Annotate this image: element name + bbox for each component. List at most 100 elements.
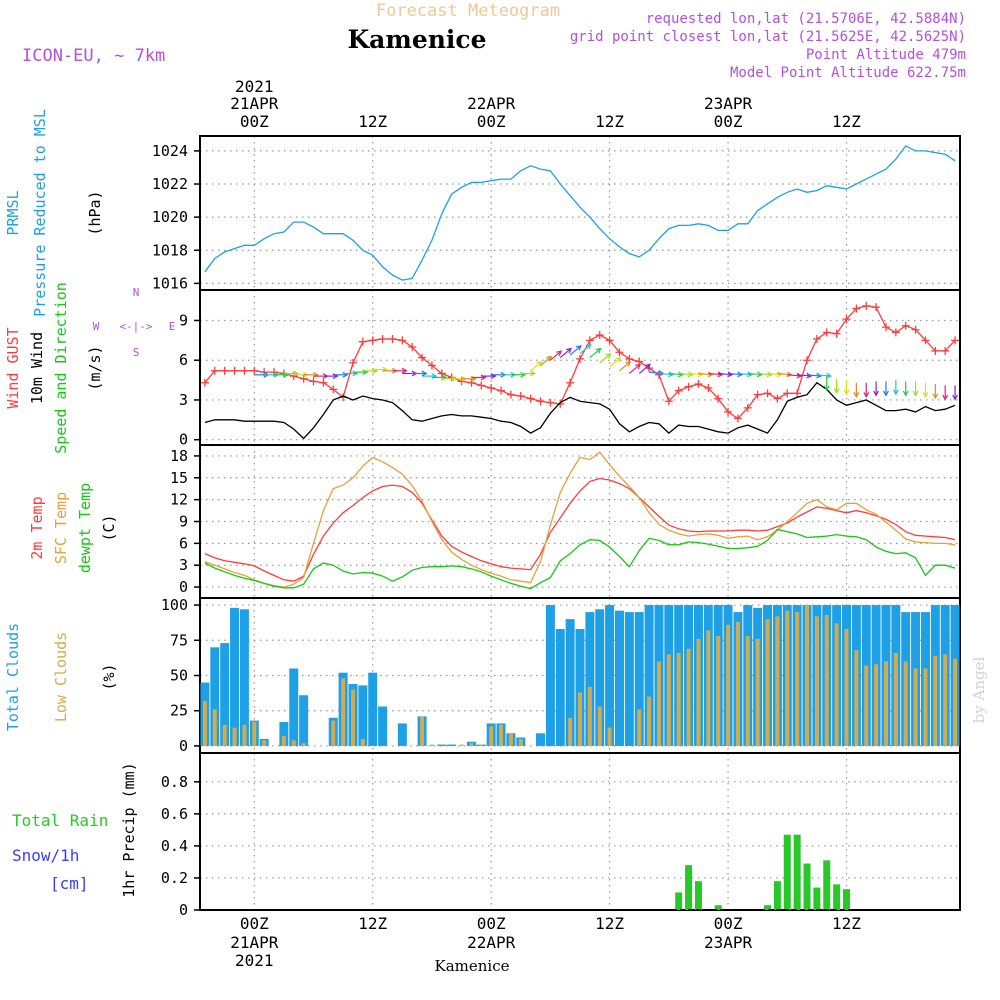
footer-station: Kamenice bbox=[435, 957, 510, 975]
low-cloud-bar bbox=[331, 720, 336, 746]
rain-bar bbox=[793, 834, 801, 910]
top-hour: 00Z bbox=[477, 112, 506, 131]
low-cloud-bar bbox=[735, 621, 740, 746]
wind-arrow bbox=[708, 372, 723, 376]
total-cloud-bar bbox=[585, 612, 595, 746]
wind-arrow-head bbox=[737, 371, 744, 378]
low-cloud-bar bbox=[232, 727, 237, 746]
bottom-hour: 12Z bbox=[358, 914, 387, 933]
model-point-altitude: Model Point Altitude 622.75m bbox=[730, 65, 966, 81]
wind-arrow-head bbox=[575, 345, 582, 351]
gust-marker bbox=[793, 389, 802, 398]
wind-arrow-head bbox=[530, 370, 537, 377]
ytick-label: 100 bbox=[161, 596, 188, 614]
total-cloud-bar bbox=[397, 723, 407, 746]
wind-arrow-head bbox=[556, 350, 563, 357]
compass-letter: S bbox=[133, 346, 140, 359]
wind-arrow-head bbox=[595, 347, 602, 354]
wind-arrow bbox=[688, 372, 703, 376]
panel-wind: 0 3 6 9 bbox=[179, 289, 961, 449]
total-cloud-bar bbox=[614, 610, 624, 746]
wind-arrow-head bbox=[922, 392, 929, 398]
low-cloud-bar bbox=[597, 706, 602, 746]
gust-marker bbox=[714, 394, 723, 403]
gust-marker bbox=[684, 382, 693, 391]
low-cloud-bar bbox=[923, 668, 928, 746]
gust-marker bbox=[704, 384, 713, 393]
low-cloud-bar bbox=[587, 686, 592, 746]
gust-marker bbox=[743, 403, 752, 412]
axis-side-label: Speed and Direction bbox=[52, 282, 70, 454]
ytick-label: 12 bbox=[170, 491, 188, 509]
station-title: Kamenice bbox=[347, 25, 486, 54]
panel-frame bbox=[199, 135, 961, 291]
total-cloud-bar bbox=[279, 722, 289, 746]
rain-bar bbox=[764, 905, 772, 910]
gust-marker bbox=[477, 381, 486, 390]
gust-marker bbox=[763, 389, 772, 398]
wind-arrow-head bbox=[546, 355, 553, 362]
wind-arrow bbox=[658, 372, 673, 376]
ytick-label: 50 bbox=[170, 667, 188, 685]
ytick-label: 6 bbox=[179, 534, 188, 552]
watermark: by Angel bbox=[970, 656, 988, 723]
wind-arrow bbox=[678, 372, 693, 376]
low-cloud-bar bbox=[953, 658, 958, 746]
rain-bar bbox=[714, 905, 722, 910]
ytick-label: 1018 bbox=[152, 241, 188, 259]
bottom-date: 21APR bbox=[230, 933, 279, 952]
series-dewpt-temp bbox=[204, 528, 956, 590]
low-cloud-bar bbox=[420, 716, 425, 746]
low-cloud-bar bbox=[360, 738, 365, 746]
precip-axis-label: 1hr Precip (mm) bbox=[120, 762, 138, 897]
total-cloud-bar bbox=[289, 668, 299, 746]
gust-marker bbox=[783, 389, 792, 398]
point-altitude: Point Altitude 479m bbox=[806, 47, 966, 63]
low-cloud-bar bbox=[262, 740, 267, 746]
gust-marker bbox=[664, 397, 673, 406]
low-cloud-bar bbox=[696, 638, 701, 746]
ytick-label: 1020 bbox=[152, 208, 188, 226]
wind-arrow-head bbox=[747, 371, 754, 378]
top-hour: 12Z bbox=[358, 112, 387, 131]
low-cloud-bar bbox=[479, 744, 484, 746]
rain-bar bbox=[694, 881, 702, 910]
panel-frame bbox=[199, 289, 961, 446]
axis-side-label: SFC Temp bbox=[52, 492, 70, 564]
total-cloud-bar bbox=[536, 733, 546, 746]
low-cloud-bar bbox=[508, 733, 513, 746]
total-cloud-bar bbox=[555, 629, 565, 746]
ytick-label: 3 bbox=[179, 556, 188, 574]
gust-marker bbox=[812, 335, 821, 344]
gust-marker bbox=[852, 304, 861, 313]
low-cloud-bar bbox=[686, 648, 691, 746]
low-cloud-bar bbox=[933, 655, 938, 746]
gust-marker bbox=[487, 384, 496, 393]
gust-marker bbox=[862, 301, 871, 310]
gust-marker bbox=[437, 369, 446, 378]
low-cloud-bar bbox=[824, 614, 829, 746]
bottom-date: 22APR bbox=[467, 933, 516, 952]
gust-marker bbox=[822, 328, 831, 337]
ytick-label: 1022 bbox=[152, 175, 188, 193]
gust-marker bbox=[576, 354, 584, 363]
bottom-hour: 00Z bbox=[240, 914, 269, 933]
compass-arrows: <-|-> bbox=[119, 320, 152, 333]
low-cloud-bar bbox=[676, 652, 681, 746]
total-cloud-bar bbox=[575, 629, 585, 746]
gust-marker bbox=[526, 394, 535, 403]
low-cloud-bar bbox=[202, 700, 207, 746]
low-cloud-bar bbox=[893, 652, 898, 746]
rain-bar bbox=[823, 860, 831, 910]
gust-marker bbox=[309, 377, 318, 386]
panels: 1016101810201022102403690369121518025507… bbox=[4, 109, 961, 919]
gust-marker bbox=[200, 378, 209, 387]
top-date: 23APR bbox=[704, 94, 753, 113]
gust-marker bbox=[881, 323, 890, 332]
axis-side-label: Low Clouds bbox=[52, 632, 70, 722]
wind-arrow-head bbox=[826, 372, 833, 379]
low-cloud-bar bbox=[291, 740, 296, 746]
low-cloud-bar bbox=[242, 724, 247, 746]
gust-marker bbox=[388, 335, 397, 344]
